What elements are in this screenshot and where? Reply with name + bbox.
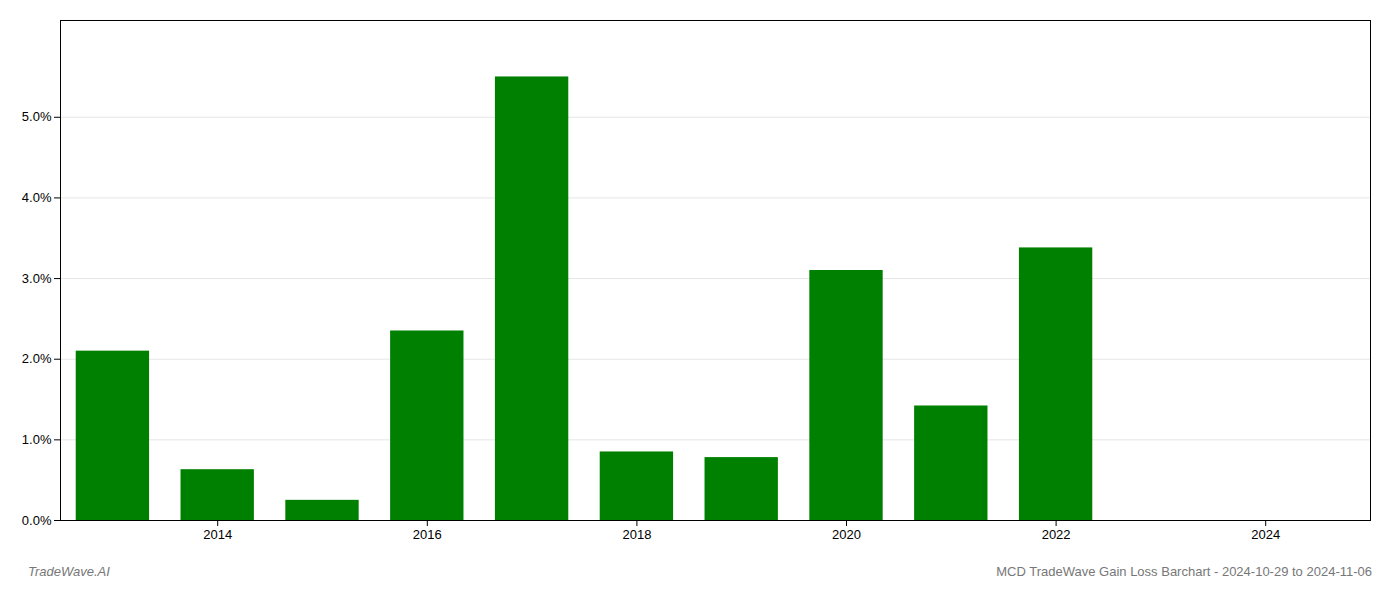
svg-text:2014: 2014 [203, 527, 232, 542]
html-text:MCD TradeWave Gain Loss Barcha: MCD TradeWave Gain Loss Barchart - 2024-… [996, 564, 1372, 579]
svg-text:2022: 2022 [1042, 527, 1071, 542]
svg-text:2.0%: 2.0% [22, 351, 52, 366]
html-text:TradeWave.AI: TradeWave.AI [28, 564, 110, 579]
svg-text:2016: 2016 [413, 527, 442, 542]
svg-text:0.0%: 0.0% [22, 513, 52, 528]
svg-text:2024: 2024 [1251, 527, 1280, 542]
svg-text:3.0%: 3.0% [22, 271, 52, 286]
svg-text:2020: 2020 [832, 527, 861, 542]
svg-text:2018: 2018 [622, 527, 651, 542]
svg-text:5.0%: 5.0% [22, 109, 52, 124]
svg-text:4.0%: 4.0% [22, 190, 52, 205]
svg-text:1.0%: 1.0% [22, 432, 52, 447]
